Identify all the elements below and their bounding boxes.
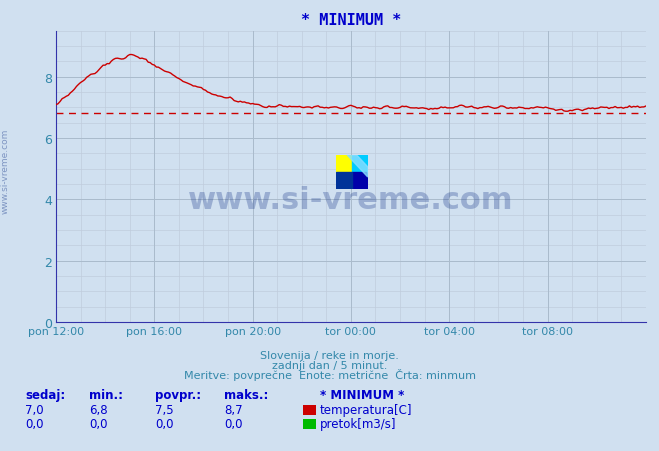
Text: sedaj:: sedaj: [25,388,65,401]
Text: pretok[m3/s]: pretok[m3/s] [320,418,396,431]
Text: 8,7: 8,7 [224,404,243,417]
Text: 0,0: 0,0 [25,418,43,431]
Text: 7,5: 7,5 [155,404,173,417]
Text: min.:: min.: [89,388,123,401]
Text: 0,0: 0,0 [155,418,173,431]
Polygon shape [347,156,368,178]
Text: Meritve: povprečne  Enote: metrične  Črta: minmum: Meritve: povprečne Enote: metrične Črta:… [183,368,476,380]
Text: www.si-vreme.com: www.si-vreme.com [188,186,513,215]
Text: * MINIMUM *: * MINIMUM * [320,388,404,401]
Text: Slovenija / reke in morje.: Slovenija / reke in morje. [260,350,399,360]
Bar [336,156,352,172]
Text: 6,8: 6,8 [89,404,107,417]
Text: 0,0: 0,0 [224,418,243,431]
Bar [352,172,368,189]
Title: * MINIMUM *: * MINIMUM * [301,13,401,28]
Text: www.si-vreme.com: www.si-vreme.com [1,129,10,214]
Text: povpr.:: povpr.: [155,388,201,401]
Text: 0,0: 0,0 [89,418,107,431]
Text: temperatura[C]: temperatura[C] [320,404,412,417]
Text: 7,0: 7,0 [25,404,43,417]
Text: zadnji dan / 5 minut.: zadnji dan / 5 minut. [272,360,387,370]
Bar [336,172,352,189]
Bar [352,156,368,172]
Text: maks.:: maks.: [224,388,268,401]
Polygon shape [352,156,368,172]
